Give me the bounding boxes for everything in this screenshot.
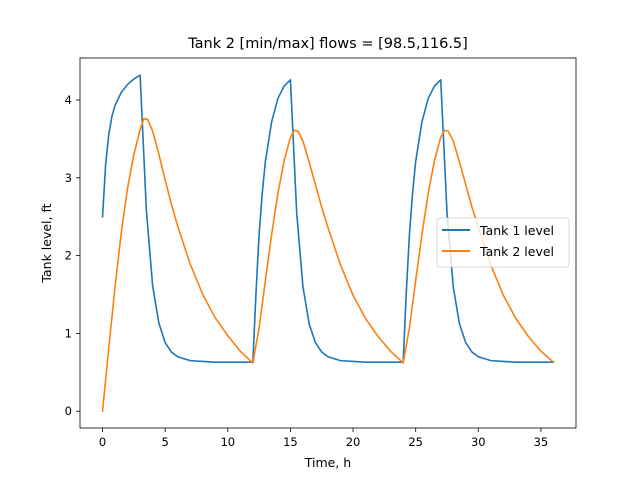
chart-title: Tank 2 [min/max] flows = [98.5,116.5] (187, 36, 468, 52)
y-axis-ticks: 0 1 2 3 4 (65, 93, 80, 418)
x-tick-label: 15 (283, 435, 298, 449)
y-tick-label: 0 (65, 404, 72, 418)
y-axis-label: Tank level, ft (39, 203, 54, 283)
y-tick-label: 4 (65, 93, 72, 107)
x-axis-ticks: 0 5 10 15 20 25 30 35 (99, 428, 548, 449)
x-tick-label: 35 (534, 435, 549, 449)
x-tick-label: 20 (346, 435, 361, 449)
y-tick-label: 3 (65, 171, 72, 185)
x-tick-label: 0 (99, 435, 106, 449)
series-layer (101, 74, 555, 413)
x-tick-label: 10 (220, 435, 235, 449)
legend: Tank 1 level Tank 2 level (436, 217, 570, 268)
y-tick-label: 2 (65, 249, 72, 263)
x-axis-label: Time, h (304, 455, 351, 470)
plot-area: 0 5 10 15 20 25 30 35 0 1 2 3 4 (65, 57, 577, 449)
series-line-1 (101, 74, 555, 363)
legend-label-tank-2: Tank 2 level (479, 244, 554, 259)
x-tick-label: 5 (162, 435, 169, 449)
legend-label-tank-1: Tank 1 level (479, 223, 554, 238)
x-tick-label: 30 (471, 435, 486, 449)
x-tick-label: 25 (408, 435, 423, 449)
y-tick-label: 1 (65, 326, 72, 340)
series-line-2 (101, 117, 555, 413)
axes-frame (79, 57, 577, 429)
